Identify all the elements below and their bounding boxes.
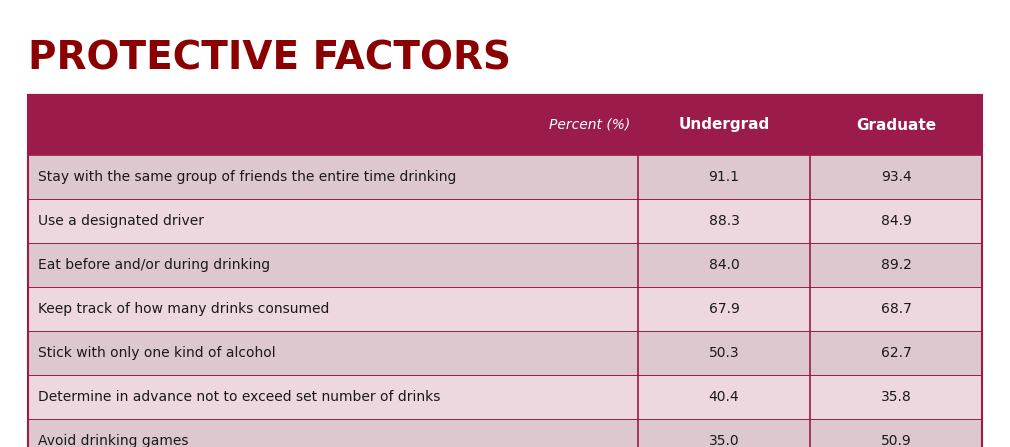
Text: Avoid drinking games: Avoid drinking games <box>38 434 189 447</box>
Bar <box>28 155 982 199</box>
Text: Stick with only one kind of alcohol: Stick with only one kind of alcohol <box>38 346 276 360</box>
Text: 62.7: 62.7 <box>881 346 911 360</box>
Text: Determine in advance not to exceed set number of drinks: Determine in advance not to exceed set n… <box>38 390 440 404</box>
Text: 50.9: 50.9 <box>881 434 911 447</box>
Bar <box>28 95 982 155</box>
Text: PROTECTIVE FACTORS: PROTECTIVE FACTORS <box>28 39 511 77</box>
Text: Stay with the same group of friends the entire time drinking: Stay with the same group of friends the … <box>38 170 457 184</box>
Bar <box>28 375 982 419</box>
Text: Eat before and/or during drinking: Eat before and/or during drinking <box>38 258 270 272</box>
Bar <box>28 287 982 331</box>
Text: 67.9: 67.9 <box>709 302 739 316</box>
Bar <box>28 95 982 447</box>
Text: 40.4: 40.4 <box>709 390 739 404</box>
Bar <box>28 199 982 243</box>
Text: 35.0: 35.0 <box>709 434 739 447</box>
Text: Keep track of how many drinks consumed: Keep track of how many drinks consumed <box>38 302 329 316</box>
Text: 50.3: 50.3 <box>709 346 739 360</box>
Bar <box>28 243 982 287</box>
Text: 68.7: 68.7 <box>881 302 911 316</box>
Bar <box>28 331 982 375</box>
Text: 89.2: 89.2 <box>881 258 911 272</box>
Text: 88.3: 88.3 <box>709 214 739 228</box>
Text: 35.8: 35.8 <box>881 390 911 404</box>
Text: Graduate: Graduate <box>855 118 936 132</box>
Text: 84.9: 84.9 <box>881 214 911 228</box>
Bar <box>28 419 982 447</box>
Text: Percent (%): Percent (%) <box>548 118 630 132</box>
Text: Undergrad: Undergrad <box>679 118 770 132</box>
Text: 84.0: 84.0 <box>709 258 739 272</box>
Text: Use a designated driver: Use a designated driver <box>38 214 204 228</box>
Text: 91.1: 91.1 <box>708 170 739 184</box>
Text: 93.4: 93.4 <box>881 170 911 184</box>
